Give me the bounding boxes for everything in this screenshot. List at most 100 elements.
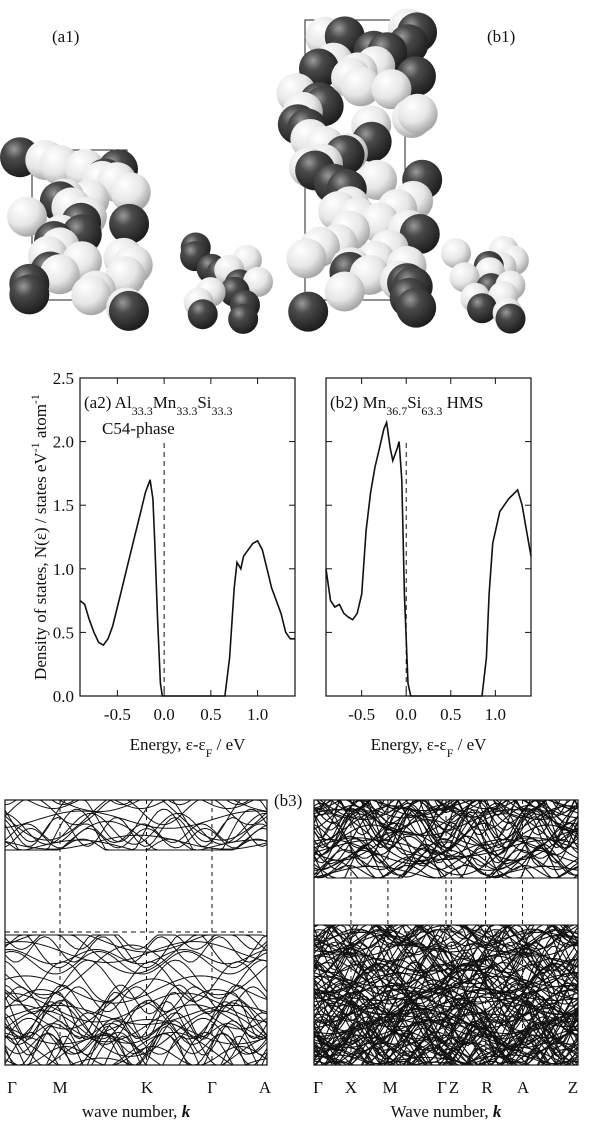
band [5,827,267,849]
atom [108,290,149,331]
text-part: 33.3 [176,404,197,418]
dos-line [325,419,532,697]
atom [399,214,440,255]
band [5,1020,267,1056]
band [77,800,266,801]
band [5,1018,267,1045]
crystal-structures [0,8,529,334]
label: Energy, ε-εF / eV [371,735,488,760]
band [5,1009,267,1057]
band [5,834,267,850]
band [5,812,267,845]
label: Density of states, N(ε) / states eV-1 at… [28,394,50,680]
band [5,941,267,964]
text-part: Si [197,393,211,412]
text-part: / eV [453,735,487,754]
x-tick-label: -0.5 [104,705,131,724]
band [314,800,578,836]
atom [7,196,48,237]
band [314,992,578,1008]
k-label: R [481,1078,493,1097]
atom [440,238,471,269]
band [5,816,267,848]
band [5,934,267,969]
band [314,924,578,950]
k-label: Γ [207,1078,217,1097]
band [314,1046,569,1065]
band [26,800,255,810]
dos-line [79,479,295,697]
text-part: Si [407,393,421,412]
band [314,1008,578,1035]
band [5,999,267,1046]
panel-label: (b3) [274,791,302,810]
band [5,975,267,1004]
atom [357,159,398,200]
band [5,838,267,851]
x-tick-label: -0.5 [348,705,375,724]
atom [109,203,150,244]
band [5,936,267,963]
annotation: C54-phase [102,419,175,438]
band [5,959,267,1000]
band [5,800,267,841]
x-tick-label: 1.0 [485,705,506,724]
band [314,924,578,974]
band [314,1047,578,1065]
band [5,948,267,965]
y-tick-label: 0.0 [53,687,74,706]
atom [39,254,80,295]
x-tick-label: 0.5 [440,705,461,724]
band [412,1061,457,1065]
band [314,975,578,1001]
label: (b2) Mn36.7Si63.3 HMS [330,393,484,418]
band [5,950,267,975]
band [314,800,518,814]
band [5,810,267,829]
atom [286,238,327,279]
band [314,963,578,991]
band [314,924,578,957]
atom [9,274,50,315]
x-tick-label: 0.0 [396,705,417,724]
band [5,1033,267,1055]
x-tick-label: 0.0 [154,705,175,724]
band [319,800,578,821]
y-tick-label: 0.5 [53,623,74,642]
band [314,809,578,837]
panel-label: (a1) [52,27,79,46]
text-part: Energy, ε-ε [130,735,206,754]
text-part: 33.3 [132,404,153,418]
band [314,1037,552,1065]
label: (a2) Al33.3Mn33.3Si33.3 [84,393,233,418]
band [314,955,578,1001]
band [314,819,578,861]
panel-label: (b1) [487,27,515,46]
text-part: Density of states, N(ε) / states eV [31,452,50,680]
text-part: F [206,746,213,760]
atom [288,291,329,332]
band [5,1004,267,1043]
atom [340,66,381,107]
atom [228,303,259,334]
k-label: Γ [313,1078,323,1097]
text-part: (a2) Al [84,393,132,412]
k-label: M [382,1078,397,1097]
text-part: -1 [28,442,42,452]
text-part: atom [31,404,50,442]
atom [396,287,437,328]
band [5,808,267,851]
band [5,1022,267,1038]
text-part: k [182,1102,191,1121]
text-part: 33.3 [212,404,233,418]
band [5,1004,267,1026]
band [5,988,267,1044]
atom [110,172,151,213]
band [333,1029,578,1065]
band [314,800,578,824]
k-label: Γ [7,1078,17,1097]
k-label: A [517,1078,530,1097]
band [314,838,578,876]
text-part: Mn [153,393,177,412]
